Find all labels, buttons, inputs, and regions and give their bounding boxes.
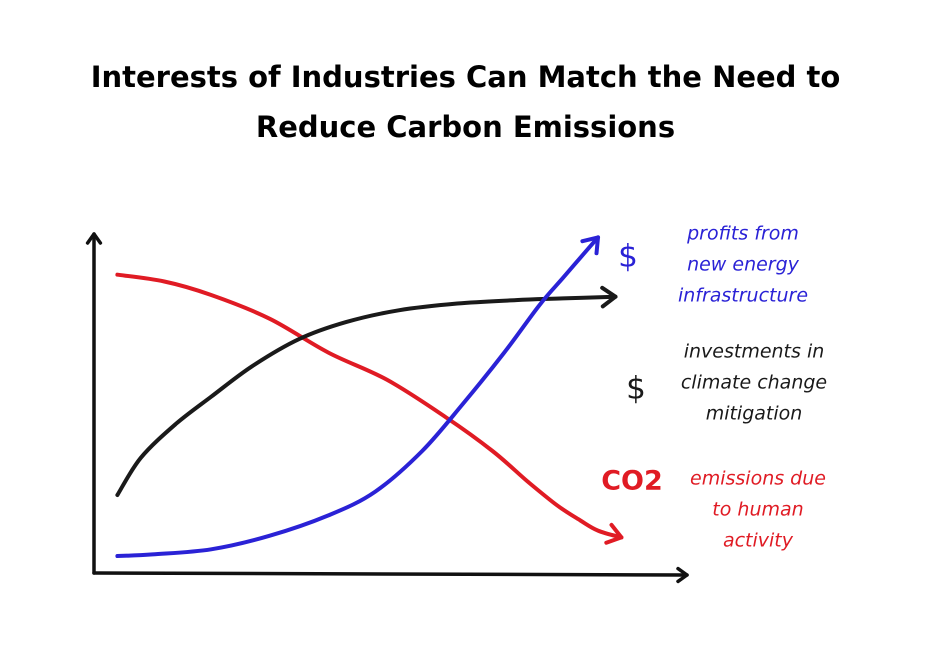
series-label-emissions-line-1: emissions due	[690, 468, 826, 490]
series-symbol-investments: $	[626, 371, 646, 407]
series-arrowhead-investments	[600, 285, 618, 309]
series-label-investments-line-2: climate change	[681, 372, 827, 394]
y-axis-arrowhead	[85, 232, 103, 245]
x-axis-arrowhead	[676, 566, 689, 584]
series-label-profits-line-2: new energy	[687, 254, 800, 276]
series-layer	[115, 235, 624, 558]
series-label-investments-line-1: investments in	[684, 341, 825, 363]
labels-layer: $ profits from new energy infrastructure $ in…	[601, 223, 827, 552]
x-axis-line	[92, 571, 689, 577]
series-line-profits	[115, 235, 600, 558]
series-arrowhead-profits	[580, 235, 600, 256]
title-line-1: Interests of Industries Can Match the Ne…	[90, 60, 841, 94]
series-label-emissions-line-3: activity	[723, 530, 794, 552]
page-title: Interests of Industries Can Match the Ne…	[0, 52, 931, 152]
series-label-investments-line-3: mitigation	[706, 403, 803, 425]
series-label-profits-line-3: infrastructure	[678, 285, 808, 307]
series-arrowhead-emissions	[604, 522, 624, 545]
series-line-emissions	[115, 272, 624, 540]
series-label-emissions-line-2: to human	[712, 499, 803, 521]
series-label-profits-line-1: profits from	[686, 223, 799, 245]
series-symbol-emissions: CO2	[601, 466, 663, 497]
axes	[85, 232, 689, 584]
title-line-2: Reduce Carbon Emissions	[255, 110, 676, 144]
series-line-investments	[115, 294, 618, 497]
series-symbol-profits: $	[618, 239, 638, 275]
